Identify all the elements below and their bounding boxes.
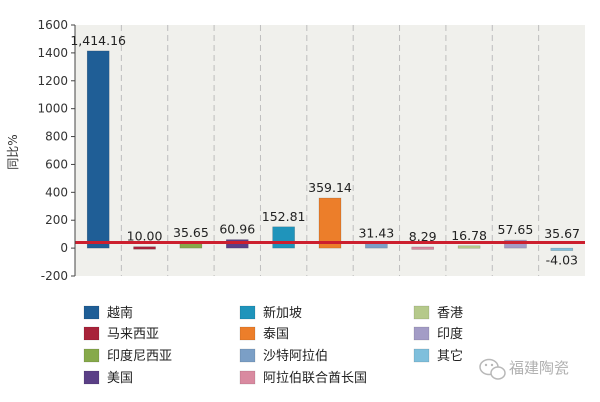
data-label: -4.03: [546, 253, 578, 268]
y-tick-label: 800: [45, 130, 68, 144]
legend-swatch: [413, 326, 430, 341]
gridlines: [120, 25, 540, 276]
legend-swatch: [83, 326, 100, 341]
legend-swatch: [239, 326, 256, 341]
y-tick-label: 1000: [37, 102, 68, 116]
legend-swatch: [239, 370, 256, 385]
legend-label: 泰国: [263, 327, 289, 342]
legend-label: 阿拉伯联合酋长国: [263, 370, 367, 386]
data-label: 359.14: [308, 180, 352, 195]
bars: [86, 50, 574, 251]
legend-label: 香港: [437, 306, 463, 321]
data-label: 1,414.16: [70, 33, 126, 48]
y-tick-label: 400: [45, 185, 68, 199]
watermark-text: 福建陶瓷: [509, 359, 569, 377]
bar: [318, 197, 342, 249]
legend-swatch: [413, 305, 430, 320]
legend-swatch: [83, 370, 100, 385]
data-label: 8.29: [409, 229, 437, 244]
data-label: 60.96: [219, 222, 255, 237]
legend-label: 其它: [437, 348, 463, 364]
bar: [86, 50, 110, 249]
y-tick-label: 0: [60, 241, 68, 255]
legend-swatch: [239, 348, 256, 363]
bar: [550, 247, 574, 251]
y-axis: -200 0 200 400 600 800 1000 1200 1400 1600: [37, 18, 76, 283]
y-tick-label: 600: [45, 157, 68, 171]
data-label: 10.00: [127, 229, 163, 244]
legend-swatch: [83, 348, 100, 363]
bar: [365, 243, 388, 249]
y-tick-label: 1400: [37, 46, 68, 60]
legend-label: 印度: [437, 326, 463, 342]
watermark: 福建陶瓷: [479, 358, 569, 380]
legend-swatch: [413, 348, 430, 363]
y-axis-label: 同比%: [6, 134, 20, 169]
bar: [272, 226, 295, 249]
bar: [411, 246, 434, 250]
legend-label: 新加坡: [263, 305, 302, 321]
bar: [133, 246, 156, 250]
bar: [457, 245, 481, 249]
data-label: 35.65: [173, 225, 209, 240]
y-tick-label: 1600: [37, 18, 68, 32]
legend-label: 越南: [107, 305, 133, 321]
legend-label: 马来西亚: [107, 327, 159, 342]
wechat-icon: [479, 358, 506, 380]
y-tick-label: 200: [45, 213, 68, 227]
legend-swatch: [83, 305, 100, 320]
bar: [504, 239, 527, 249]
data-label: 152.81: [262, 209, 306, 224]
legend-label: 印度尼西亚: [107, 348, 172, 364]
data-label: 16.78: [451, 228, 487, 243]
legend-swatch: [239, 305, 256, 320]
data-label: 35.67: [544, 226, 580, 241]
data-label: 57.65: [498, 222, 534, 237]
legend-label: 沙特阿拉伯: [263, 349, 328, 364]
y-tick-label: -200: [41, 269, 68, 283]
legend-label: 美国: [107, 371, 133, 386]
y-tick-label: 1200: [37, 74, 68, 88]
data-label: 31.43: [358, 226, 394, 241]
